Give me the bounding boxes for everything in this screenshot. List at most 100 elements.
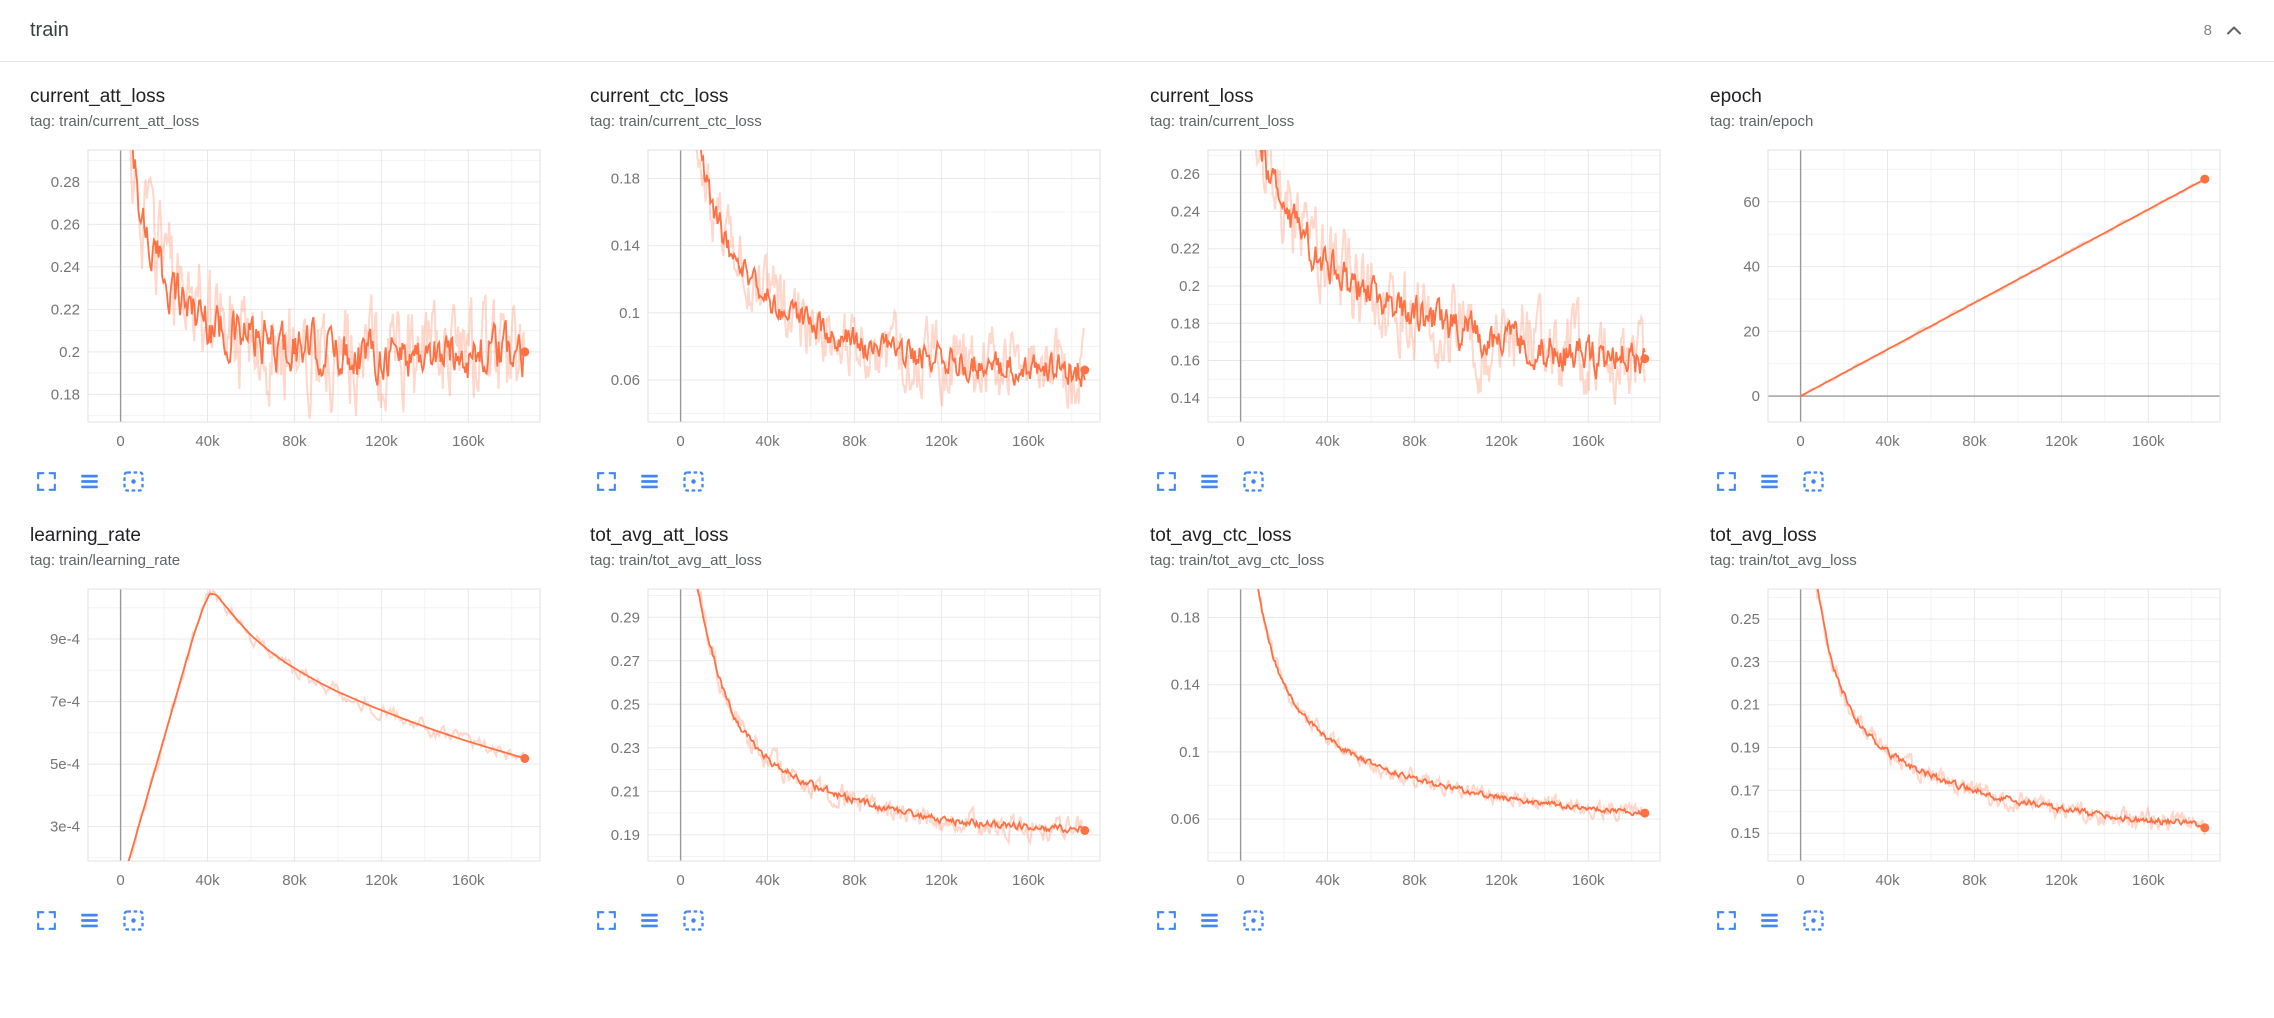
expand-chart-button[interactable] [32,467,61,496]
line-chart[interactable]: 0.19 0.21 0.23 0.25 0.27 0.29 0 40k 80k 120k 160k [590,581,1124,895]
svg-text:0.2: 0.2 [59,344,80,361]
chart-toolbar [1712,466,2244,497]
fullscreen-icon [597,911,616,930]
svg-text:0: 0 [116,433,124,450]
line-chart[interactable]: 0.06 0.1 0.14 0.18 0 40k 80k 120k 160k [590,142,1124,456]
svg-text:160k: 160k [1572,872,1605,889]
fit-domain-button[interactable] [1238,466,1269,497]
line-chart[interactable]: 3e-4 5e-4 7e-4 9e-4 0 40k 80k 120k 160k [30,581,564,895]
chart-title: current_loss [1150,86,1254,107]
svg-text:0.28: 0.28 [51,174,80,191]
svg-text:0.22: 0.22 [1171,241,1200,258]
svg-text:0.17: 0.17 [1731,782,1760,799]
svg-text:120k: 120k [365,872,398,889]
svg-text:0.27: 0.27 [611,653,640,670]
svg-text:0.18: 0.18 [51,386,80,403]
svg-text:9e-4: 9e-4 [50,631,80,648]
svg-text:0.23: 0.23 [611,740,640,757]
svg-text:0.18: 0.18 [1171,610,1200,627]
data-table-button[interactable] [1755,467,1784,496]
chart-title: tot_avg_att_loss [590,525,729,546]
svg-text:80k: 80k [1402,872,1427,889]
fit-domain-icon [1243,471,1264,492]
svg-text:80k: 80k [1962,872,1987,889]
svg-text:80k: 80k [1402,433,1427,450]
svg-text:7e-4: 7e-4 [50,694,80,711]
svg-text:0.14: 0.14 [1171,677,1200,694]
collapse-section-button[interactable] [2220,17,2248,45]
svg-text:80k: 80k [282,433,307,450]
data-table-button[interactable] [75,906,104,935]
data-table-button[interactable] [1195,906,1224,935]
svg-text:0.23: 0.23 [1731,654,1760,671]
svg-text:40: 40 [1743,259,1760,276]
line-chart[interactable]: 0.15 0.17 0.19 0.21 0.23 0.25 0 40k 80k 120k 160k [1710,581,2244,895]
svg-text:5e-4: 5e-4 [50,756,80,773]
chevron-up-icon [2227,26,2241,34]
svg-text:160k: 160k [2132,433,2165,450]
fit-domain-button[interactable] [118,466,149,497]
chart-card: epoch tag: train/epoch 0 20 40 60 0 40k 80k 120… [1710,86,2244,497]
chart-tag: tag: train/tot_avg_ctc_loss [1150,552,1325,569]
data-table-button[interactable] [75,467,104,496]
line-chart[interactable]: 0 20 40 60 0 40k 80k 120k 160k [1710,142,2244,456]
svg-text:0.18: 0.18 [611,171,640,188]
expand-chart-button[interactable] [1152,467,1181,496]
fit-domain-button[interactable] [1798,466,1829,497]
line-chart[interactable]: 0.18 0.2 0.22 0.24 0.26 0.28 0 40k 80k 120k 160k [30,142,564,456]
svg-text:120k: 120k [925,433,958,450]
fit-domain-button[interactable] [1798,905,1829,936]
line-chart[interactable]: 0.06 0.1 0.14 0.18 0 40k 80k 120k 160k [1150,581,1684,895]
expand-chart-button[interactable] [1712,467,1741,496]
data-table-button[interactable] [1755,906,1784,935]
chart-tag: tag: train/current_att_loss [30,113,200,130]
fit-domain-icon [1803,910,1824,931]
svg-text:120k: 120k [365,433,398,450]
fit-domain-icon [1243,910,1264,931]
svg-text:80k: 80k [282,872,307,889]
svg-text:0.19: 0.19 [611,827,640,844]
data-table-button[interactable] [1195,467,1224,496]
expand-chart-button[interactable] [1152,906,1181,935]
chart-tag: tag: train/current_loss [1150,113,1295,130]
chart-toolbar [1712,905,2244,936]
chart-title: current_ctc_loss [590,86,729,107]
svg-text:40k: 40k [755,872,780,889]
section-header: train 8 [0,0,2274,62]
expand-chart-button[interactable] [592,467,621,496]
svg-text:120k: 120k [2045,433,2078,450]
fullscreen-icon [1157,472,1176,491]
data-table-button[interactable] [635,467,664,496]
fit-domain-button[interactable] [678,905,709,936]
chart-card: current_att_loss tag: train/current_att_… [30,86,564,497]
svg-text:120k: 120k [1485,872,1518,889]
svg-text:0.14: 0.14 [1171,390,1200,407]
section-title[interactable]: train [30,19,69,41]
chart-title: learning_rate [30,525,141,546]
svg-text:0.24: 0.24 [1171,204,1200,221]
fit-domain-icon [123,910,144,931]
svg-text:160k: 160k [452,872,485,889]
svg-text:120k: 120k [2045,872,2078,889]
svg-text:0.1: 0.1 [619,305,640,322]
fit-domain-button[interactable] [678,466,709,497]
svg-text:0: 0 [1236,433,1244,450]
data-table-icon [81,913,98,928]
line-chart[interactable]: 0.14 0.16 0.18 0.2 0.22 0.24 0.26 0 40k 80k 120k 16… [1150,142,1684,456]
svg-text:60: 60 [1743,194,1760,211]
svg-text:40k: 40k [1315,872,1340,889]
expand-chart-button[interactable] [32,906,61,935]
svg-text:160k: 160k [452,433,485,450]
expand-chart-button[interactable] [1712,906,1741,935]
fit-domain-button[interactable] [1238,905,1269,936]
fullscreen-icon [37,911,56,930]
chart-tag: tag: train/current_ctc_loss [590,113,762,130]
expand-chart-button[interactable] [592,906,621,935]
chart-card: tot_avg_ctc_loss tag: train/tot_avg_ctc_… [1150,525,1684,936]
chart-title: tot_avg_loss [1710,525,1817,546]
chart-count: 8 [2203,22,2212,39]
data-table-button[interactable] [635,906,664,935]
chart-toolbar [1152,905,1684,936]
fit-domain-button[interactable] [118,905,149,936]
data-table-icon [1761,474,1778,489]
